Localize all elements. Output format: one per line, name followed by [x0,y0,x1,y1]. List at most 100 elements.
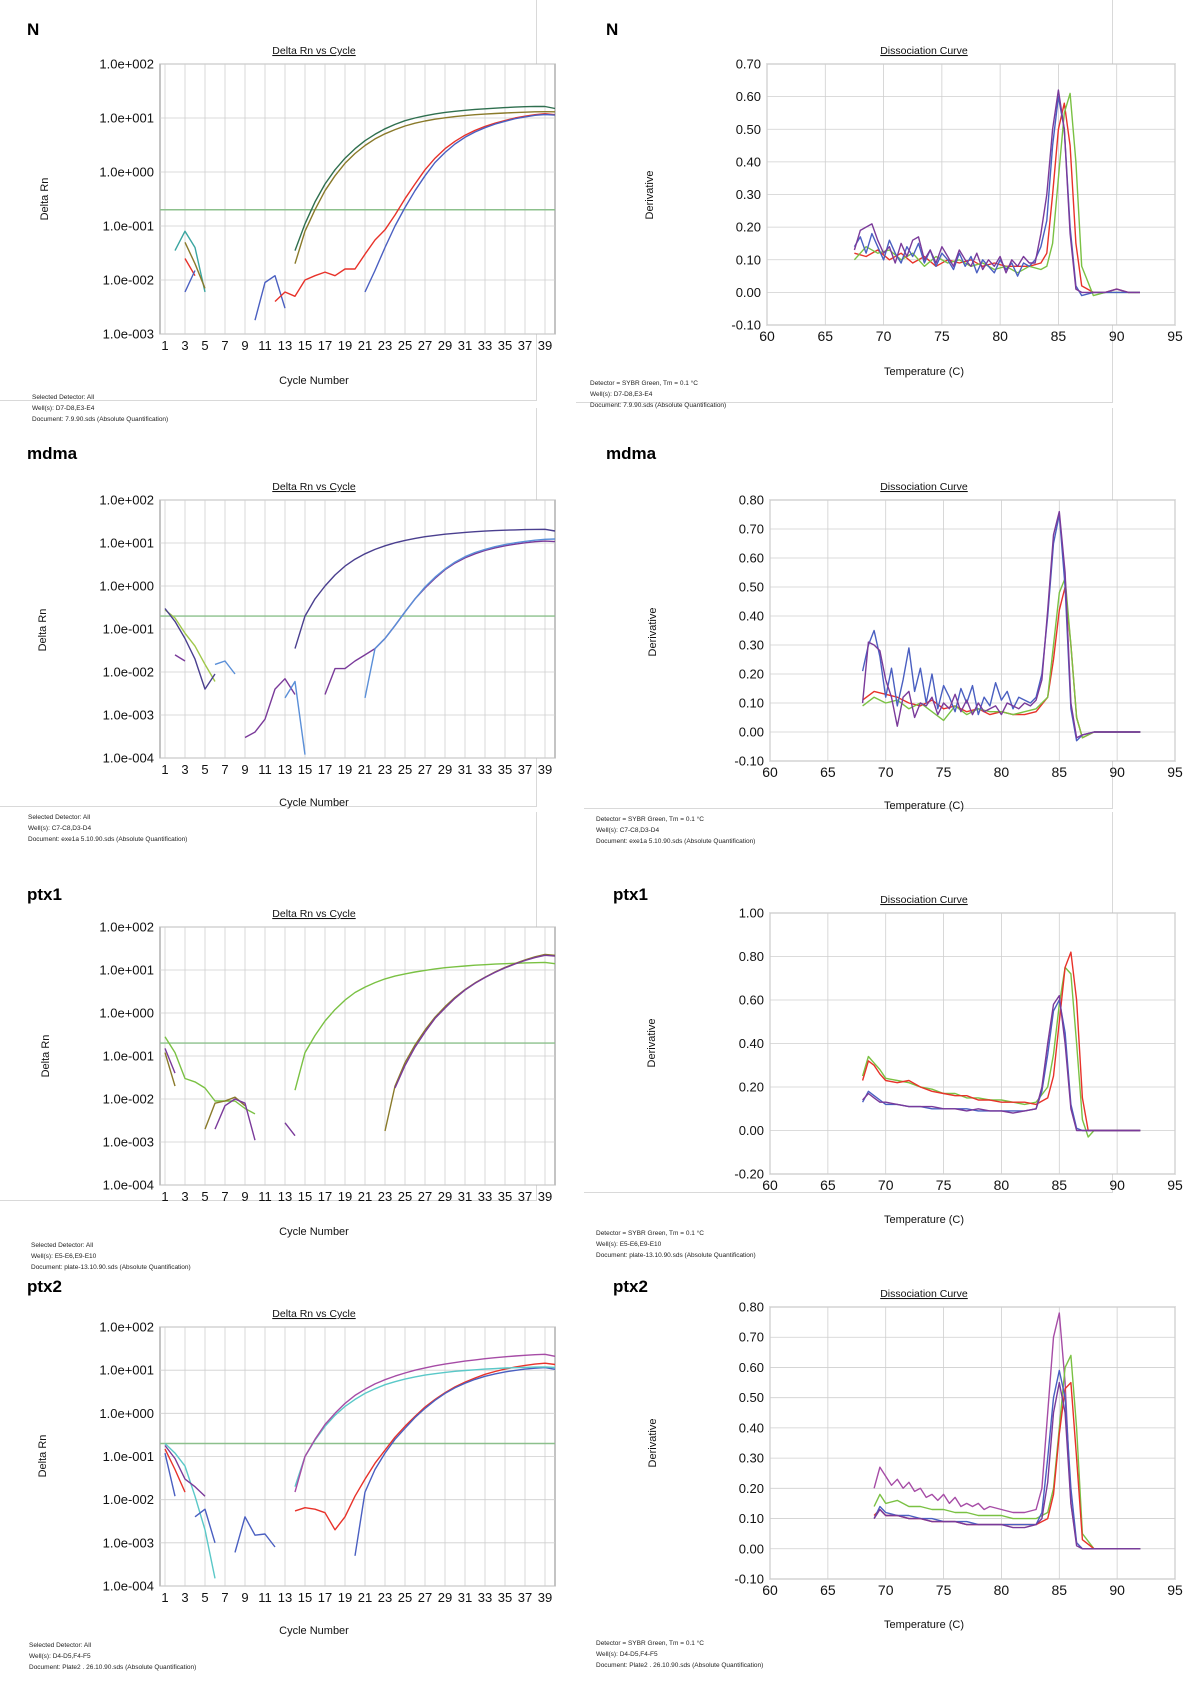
x-tick-label: 37 [518,1189,532,1204]
y-tick-label: 0.40 [739,1420,764,1435]
x-tick-label: 19 [338,1590,352,1605]
y-tick-label: 1.0e+002 [99,493,154,508]
x-tick-label: 60 [762,1582,778,1598]
series-line [354,1366,556,1556]
series-line [164,608,216,690]
x-tick-label: 85 [1051,1582,1067,1598]
series-line [254,275,286,321]
chart-title: Dissociation Curve [880,894,968,906]
x-tick-label: 60 [762,1177,778,1193]
y-tick-label: 0.00 [739,1123,764,1138]
series-line [324,540,556,695]
panel-label: ptx1 [613,885,648,904]
footer-wells: Well(s): D4-D5,F4-F5 [29,1653,91,1660]
y-tick-label: 0.60 [736,89,761,104]
y-tick-label: 0.60 [739,551,764,566]
x-tick-label: 31 [458,338,472,353]
x-tick-label: 95 [1167,1582,1183,1598]
y-tick-label: 1.0e+001 [99,536,154,551]
y-tick-label: 1.0e-003 [103,327,154,342]
chart-title: Delta Rn vs Cycle [272,908,356,920]
series-line [174,654,186,662]
y-tick-label: 1.0e-003 [103,708,154,723]
x-tick-label: 29 [438,762,452,777]
x-tick-label: 27 [418,1189,432,1204]
x-tick-label: 85 [1051,1177,1067,1193]
y-tick-label: 0.20 [739,1481,764,1496]
x-tick-label: 9 [241,1189,248,1204]
footer-detector: Detector = SYBR Green, Tm = 0.1 °C [596,1640,704,1647]
y-tick-label: 0.70 [739,522,764,537]
panel-label: mdma [606,444,657,463]
footer-wells: Well(s): D7-D8,E3-E4 [590,391,653,398]
y-tick-label: 1.0e-002 [103,665,154,680]
y-tick-label: 0.20 [739,1080,764,1095]
x-tick-label: 35 [498,762,512,777]
y-axis-label: Derivative [647,608,659,657]
y-tick-label: 0.00 [739,725,764,740]
y-axis-label: Delta Rn [37,609,49,652]
series-line [284,1122,296,1137]
x-tick-label: 13 [278,762,292,777]
y-tick-label: 1.0e+000 [99,1406,154,1421]
x-tick-label: 37 [518,338,532,353]
footer-detector: Detector = SYBR Green, Tm = 0.1 °C [596,1230,704,1237]
x-tick-label: 85 [1051,328,1067,344]
x-tick-label: 37 [518,1590,532,1605]
x-tick-label: 35 [498,1590,512,1605]
x-tick-label: 11 [258,762,272,777]
x-tick-label: 90 [1109,1177,1125,1193]
x-tick-label: 29 [438,1189,452,1204]
x-tick-label: 15 [298,762,312,777]
x-tick-label: 1 [161,1189,168,1204]
y-tick-label: 0.50 [736,122,761,137]
y-tick-label: 1.0e-001 [103,219,154,234]
chart-footer: Selected Detector: All Well(s): E5-E6,E9… [31,1240,191,1273]
y-tick-label: 1.0e-004 [103,1178,154,1193]
footer-document: Document: exe1a 5.10.90.sds (Absolute Qu… [28,836,188,843]
plot-area [769,1306,1176,1580]
y-axis-label: Derivative [644,171,656,220]
x-tick-label: 29 [438,338,452,353]
x-tick-label: 27 [418,762,432,777]
series-line [364,113,556,293]
y-tick-label: 0.80 [739,1300,764,1315]
x-tick-label: 19 [338,338,352,353]
y-tick-label: 0.10 [739,696,764,711]
y-tick-label: 0.80 [739,949,764,964]
x-tick-label: 60 [759,328,775,344]
x-tick-label: 23 [378,762,392,777]
x-tick-label: 65 [820,1582,836,1598]
x-tick-label: 29 [438,1590,452,1605]
series-line [274,112,556,303]
x-tick-label: 5 [201,1590,208,1605]
chart-diss-ptx2: 60 65 70 75 80 85 90 95 -0.10 0.00 0.10 0.20 0.30 0.4… [647,1288,1183,1631]
footer-wells: Well(s): D7-D8,E3-E4 [32,405,95,412]
x-tick-label: 70 [878,1582,894,1598]
x-tick-label: 15 [298,338,312,353]
footer-wells: Well(s): E5-E6,E9-E10 [31,1253,97,1260]
x-tick-label: 75 [934,328,950,344]
x-tick-label: 1 [161,1590,168,1605]
x-tick-label: 90 [1109,328,1125,344]
y-tick-label: 1.00 [739,906,764,921]
y-tick-label: 1.0e+002 [99,920,154,935]
footer-document: Document: plate-13.10.90.sds (Absolute Q… [31,1264,191,1271]
x-tick-label: 35 [498,1189,512,1204]
x-tick-label: 7 [221,762,228,777]
y-tick-label: 1.0e+002 [99,1320,154,1335]
series-line [194,1508,216,1543]
series-line [873,1354,1141,1550]
y-axis-label: Delta Rn [39,178,51,221]
y-tick-label: 0.70 [736,57,761,72]
y-tick-label: 0.30 [739,638,764,653]
y-tick-label: 0.50 [739,1390,764,1405]
x-tick-label: 1 [161,338,168,353]
x-tick-label: 75 [936,764,952,780]
y-tick-label: -0.10 [734,754,764,769]
x-tick-label: 33 [478,1590,492,1605]
series-line [284,680,306,755]
footer-detector: Detector = SYBR Green, Tm = 0.1 °C [590,380,698,387]
series-line [294,1353,556,1493]
x-tick-label: 39 [538,1189,552,1204]
